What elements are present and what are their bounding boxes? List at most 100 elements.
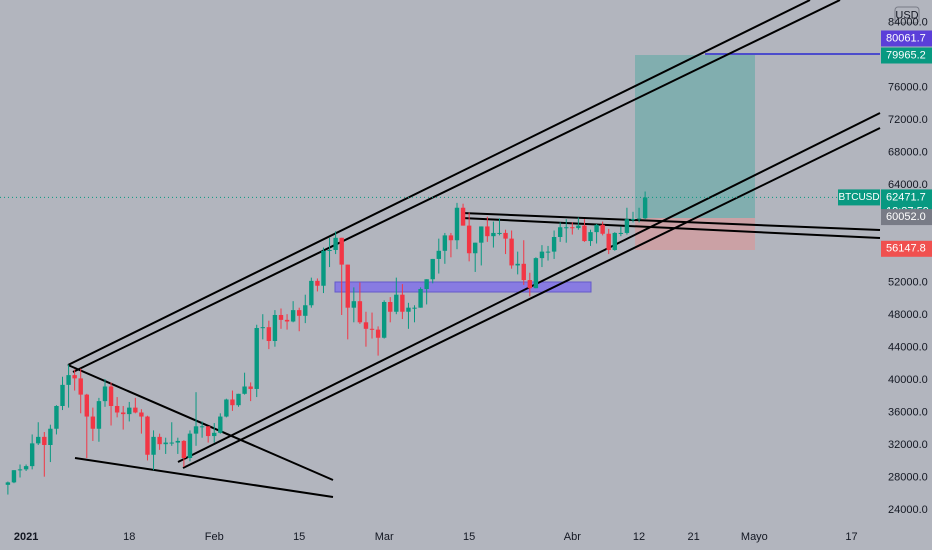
candle: [187, 430, 193, 462]
candle: [242, 372, 247, 395]
candle-body: [54, 405, 59, 429]
candle: [224, 398, 229, 418]
candle: [448, 232, 454, 258]
candle-body: [321, 250, 326, 286]
candle-body: [351, 301, 357, 308]
trend-line: [74, 457, 334, 498]
candle-body: [460, 207, 466, 226]
candle-body: [642, 197, 648, 219]
candle: [163, 437, 168, 454]
candle: [139, 409, 144, 434]
currency: USD: [895, 9, 918, 21]
candle: [412, 305, 417, 323]
candle: [248, 382, 253, 402]
candle: [133, 397, 138, 414]
candle: [230, 390, 235, 411]
x-tick-label: Abr: [564, 531, 581, 543]
y-tick-label: 24000.0: [888, 504, 928, 516]
candle-body: [630, 219, 636, 221]
candle: [84, 393, 89, 458]
candle-body: [272, 314, 278, 341]
candle: [36, 422, 41, 445]
candle: [600, 221, 605, 236]
candle-body: [175, 440, 181, 443]
candle-body: [230, 399, 235, 406]
candle-body: [424, 279, 429, 289]
candle: [315, 278, 320, 292]
candle-body: [278, 314, 284, 320]
x-tick-label: Mayo: [741, 531, 768, 543]
candle: [303, 294, 308, 324]
candle: [551, 230, 557, 259]
candle-body: [114, 405, 120, 413]
candle: [321, 247, 326, 294]
candle-body: [345, 264, 350, 308]
x-tick-label: Feb: [205, 531, 224, 543]
candle: [218, 413, 223, 434]
candle-body: [339, 237, 344, 265]
candle-body: [242, 386, 247, 394]
x-tick-label: 17: [845, 531, 857, 543]
candle-body: [636, 218, 642, 220]
candle: [606, 228, 611, 255]
candle: [497, 218, 502, 236]
candle-body: [618, 232, 624, 234]
candle-body: [454, 207, 460, 241]
price-tag: [881, 209, 932, 226]
candle: [357, 282, 363, 324]
candle-body: [357, 301, 363, 323]
candle-body: [60, 384, 65, 406]
candle-body: [436, 250, 441, 259]
candle-body: [545, 251, 551, 253]
candle-body: [96, 401, 102, 429]
candle-body: [248, 386, 253, 389]
candle: [375, 326, 381, 356]
candle: [406, 302, 411, 329]
candle: [539, 245, 545, 268]
candle-body: [515, 263, 520, 266]
support-zone: [334, 281, 592, 293]
x-tick-label: 18: [123, 531, 135, 543]
candle: [151, 430, 156, 471]
candle-body: [212, 432, 217, 437]
candle-body: [503, 232, 508, 239]
candle-body: [333, 237, 338, 250]
price-tag: [881, 240, 932, 257]
candle-body: [254, 327, 259, 389]
candle: [199, 421, 205, 438]
candle-body: [600, 224, 605, 234]
y-tick-label: 28000.0: [888, 471, 928, 483]
y-tick-label: 64000.0: [888, 179, 928, 191]
candle: [533, 257, 539, 289]
price-tag-label: 79965.2: [886, 49, 926, 61]
currency-box[interactable]: [894, 6, 920, 24]
candle-body: [78, 378, 83, 395]
candle: [509, 230, 514, 269]
candle: [60, 376, 65, 411]
candle-body: [509, 238, 514, 266]
candle-body: [72, 375, 77, 379]
candle-body: [485, 226, 490, 237]
candle-body: [363, 322, 369, 329]
candle-body: [11, 470, 17, 483]
candle-body: [90, 416, 96, 429]
candle-body: [527, 280, 533, 289]
candle: [29, 434, 35, 470]
candle: [388, 297, 393, 323]
candle-body: [412, 307, 417, 309]
candle: [618, 226, 624, 237]
trend-line: [67, 364, 334, 481]
candle-body: [624, 219, 630, 233]
candle: [436, 238, 441, 274]
candle: [588, 229, 593, 246]
y-tick-label: 48000.0: [888, 309, 928, 321]
candle: [157, 433, 162, 450]
candle-body: [430, 258, 435, 280]
candle: [394, 277, 399, 315]
candle-body: [539, 251, 545, 259]
candle: [442, 232, 448, 264]
y-tick-label: 36000.0: [888, 406, 928, 418]
y-tick-label: 44000.0: [888, 341, 928, 353]
candle: [624, 207, 630, 235]
